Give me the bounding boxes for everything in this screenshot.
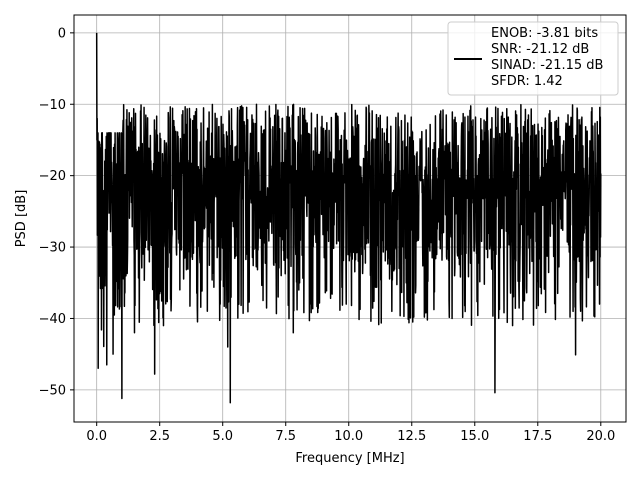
y-tick-label: −40 [39,312,66,327]
plot-area [95,32,602,404]
legend-sinad: SINAD: -21.15 dB [491,58,603,73]
x-tick-label: 7.5 [275,429,296,444]
x-axis: 0.0 2.5 5.0 7.5 10.0 12.5 15.0 17.5 20.0 [86,422,615,444]
x-tick-label: 5.0 [212,429,233,444]
y-tick-label: −20 [39,169,66,184]
x-tick-label: 15.0 [460,429,489,444]
legend-enob: ENOB: -3.81 bits [491,26,598,41]
y-tick-label: −10 [39,98,66,113]
plot-frame [73,14,627,423]
x-tick-label: 17.5 [523,429,552,444]
y-tick-label: −50 [39,383,66,398]
y-axis-label: PSD [dB] [14,190,29,248]
y-tick-label: 0 [58,26,66,41]
legend-sfdr: SFDR: 1.42 [491,74,563,89]
y-axis: 0 −10 −20 −30 −40 −50 [39,26,74,398]
x-axis-label: Frequency [MHz] [295,451,404,466]
legend-snr: SNR: -21.12 dB [491,42,589,57]
x-tick-label: 12.5 [397,429,426,444]
x-tick-label: 10.0 [334,429,363,444]
y-tick-label: −30 [39,241,66,256]
legend-box [447,21,619,96]
x-tick-label: 20.0 [586,429,615,444]
legend: ENOB: -3.81 bits SNR: -21.12 dB SINAD: -… [447,21,619,96]
x-tick-label: 0.0 [86,429,107,444]
x-tick-label: 2.5 [149,429,170,444]
psd-series-line [95,32,602,404]
